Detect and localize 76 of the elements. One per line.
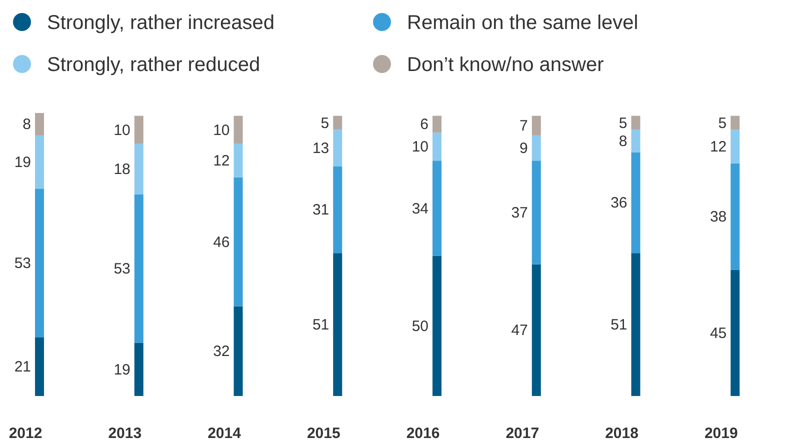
data-label: 38 xyxy=(710,208,727,226)
x-tick-label: 2012 xyxy=(8,425,42,442)
data-label: 5 xyxy=(320,114,330,132)
bar xyxy=(532,264,541,396)
bar xyxy=(35,337,44,396)
bar xyxy=(432,116,442,133)
data-label: 18 xyxy=(114,161,130,178)
bar xyxy=(730,163,740,270)
bar xyxy=(234,306,243,396)
x-tick-label: 2016 xyxy=(406,425,440,442)
data-label: 31 xyxy=(312,202,330,219)
bar xyxy=(134,342,144,396)
bar xyxy=(35,135,44,189)
x-tick-label: 2014 xyxy=(208,425,242,442)
bar xyxy=(333,130,342,166)
legend-label: Don’t know/no answer xyxy=(407,54,604,76)
legend-label: Remain on the same level xyxy=(407,12,638,34)
bar xyxy=(532,116,541,136)
data-label: 12 xyxy=(213,152,230,170)
data-label: 53 xyxy=(114,260,130,278)
data-label: 51 xyxy=(312,316,330,334)
data-label: 7 xyxy=(520,118,528,135)
data-label: 46 xyxy=(213,234,230,251)
bar xyxy=(730,130,740,164)
data-label: 10 xyxy=(114,122,130,139)
bar xyxy=(432,160,442,256)
data-label: 36 xyxy=(610,194,628,212)
bar xyxy=(432,256,442,396)
data-label: 50 xyxy=(412,318,428,335)
bar xyxy=(134,116,144,144)
data-label: 5 xyxy=(718,114,727,132)
bar xyxy=(631,253,640,396)
bar xyxy=(134,144,144,194)
x-tick-label: 2017 xyxy=(506,425,540,442)
bar xyxy=(234,144,243,178)
bar xyxy=(631,130,640,152)
data-label: 9 xyxy=(520,140,528,158)
data-label: 19 xyxy=(14,154,31,172)
legend-label: Strongly, rather reduced xyxy=(47,54,260,76)
data-label: 19 xyxy=(114,361,130,378)
bar xyxy=(333,166,342,254)
bar xyxy=(730,270,740,396)
x-tick-label: 2018 xyxy=(605,425,638,442)
data-label: 6 xyxy=(420,116,428,134)
x-tick-label: 2019 xyxy=(704,425,738,442)
bar xyxy=(35,113,44,136)
data-label: 5 xyxy=(618,114,628,132)
data-label: 8 xyxy=(618,133,628,150)
bar xyxy=(532,160,541,264)
bar xyxy=(35,188,44,338)
data-label: 8 xyxy=(22,116,31,134)
data-label: 51 xyxy=(610,316,628,334)
x-tick-label: 2015 xyxy=(306,425,340,442)
data-label: 34 xyxy=(412,200,428,218)
bar xyxy=(432,132,442,161)
bar xyxy=(234,116,243,144)
data-label: 13 xyxy=(312,140,330,158)
data-label: 32 xyxy=(213,343,230,360)
bar xyxy=(333,116,342,130)
legend-label: Strongly, rather increased xyxy=(47,12,275,34)
x-tick-label: 2013 xyxy=(108,425,142,442)
bar xyxy=(631,152,640,254)
bar xyxy=(532,135,541,161)
bar xyxy=(333,253,342,396)
bar xyxy=(234,177,243,306)
bar xyxy=(631,116,640,130)
data-label: 47 xyxy=(511,322,528,340)
data-label: 37 xyxy=(511,204,528,222)
data-label: 45 xyxy=(710,324,727,342)
data-label: 53 xyxy=(14,254,31,272)
data-label: 21 xyxy=(14,358,31,376)
bar xyxy=(134,194,144,343)
data-label: 10 xyxy=(213,122,230,139)
data-label: 12 xyxy=(710,138,727,156)
bar xyxy=(730,116,740,130)
data-label: 10 xyxy=(412,138,428,156)
